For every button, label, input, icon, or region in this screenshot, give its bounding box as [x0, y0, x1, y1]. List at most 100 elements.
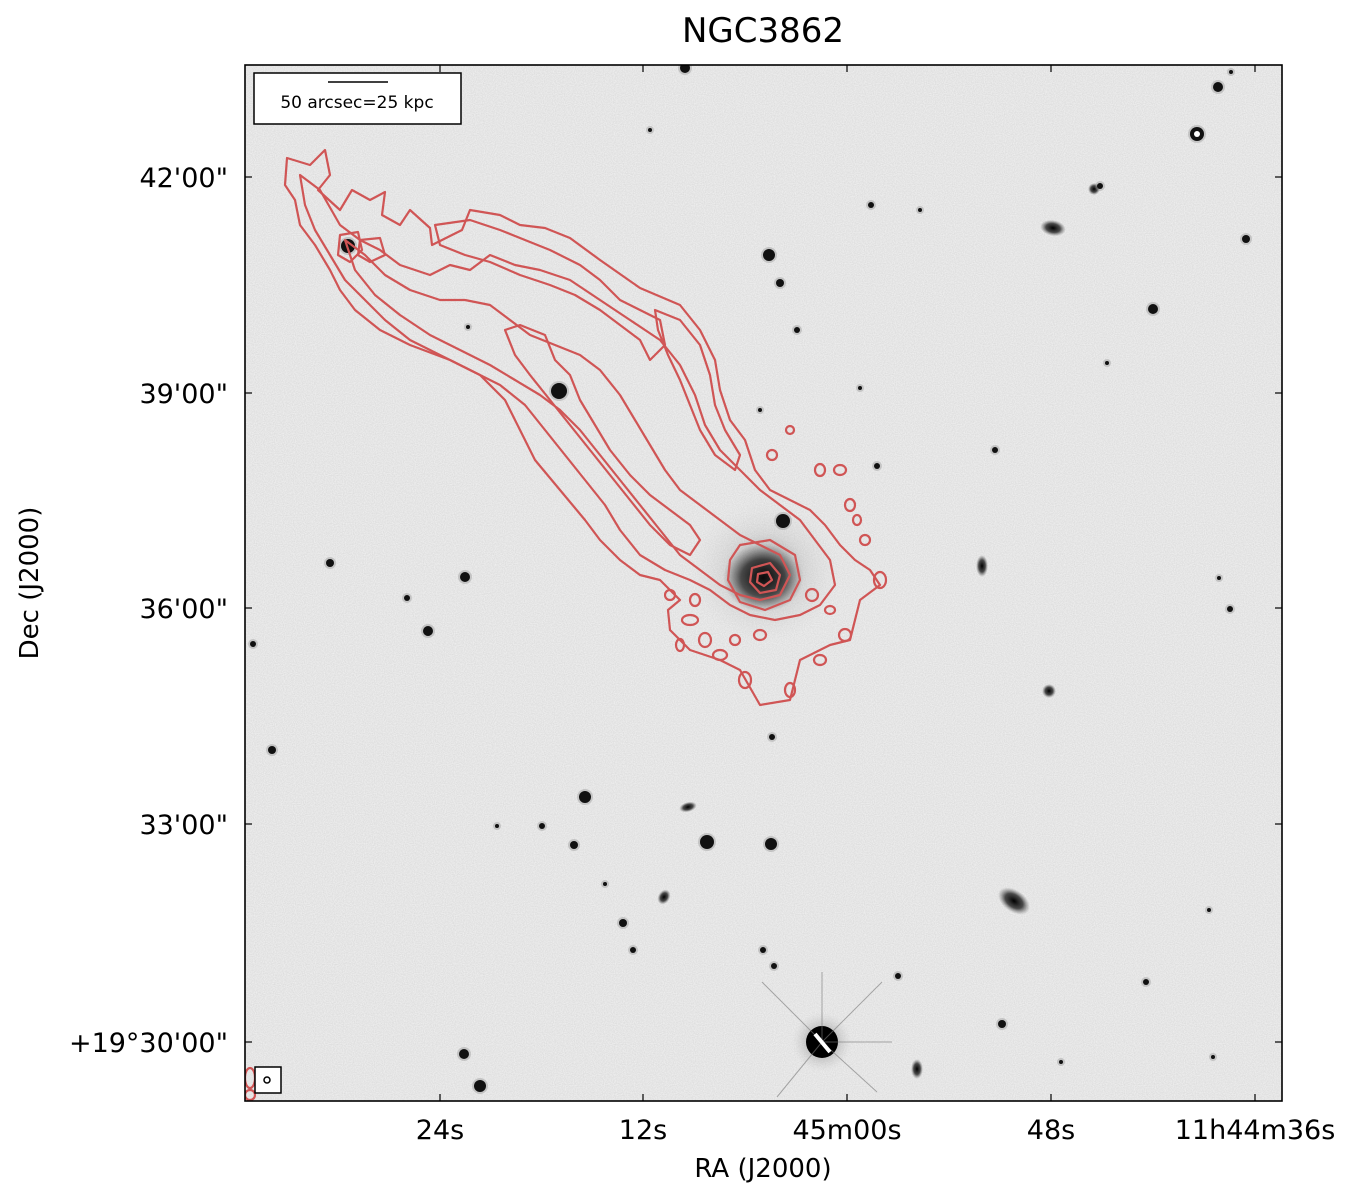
star	[874, 463, 880, 469]
radio-contour-noise	[832, 463, 848, 477]
y-tick-label: 36'00"	[139, 594, 228, 625]
radio-contour	[356, 236, 387, 264]
star	[769, 734, 775, 740]
star	[794, 327, 800, 333]
star	[1242, 235, 1250, 243]
radio-contour-noise	[784, 424, 796, 436]
star	[603, 882, 607, 886]
star	[998, 1020, 1006, 1028]
star	[1207, 908, 1211, 912]
star	[858, 386, 862, 390]
star	[423, 626, 433, 636]
star	[495, 824, 499, 828]
star	[895, 973, 901, 979]
radio-contour-noise	[823, 604, 837, 616]
star	[868, 202, 874, 208]
radio-contour-noise	[711, 648, 729, 662]
star	[1227, 606, 1233, 612]
radio-contour-noise	[752, 628, 768, 642]
star	[459, 1049, 469, 1059]
radio-contour	[748, 561, 782, 595]
y-tick-label: 42'00"	[139, 163, 228, 194]
star	[758, 408, 762, 412]
radio-contour-noise	[858, 533, 872, 547]
galaxy	[1040, 219, 1066, 237]
star	[992, 447, 998, 453]
star	[1213, 82, 1223, 92]
star	[1059, 1060, 1063, 1064]
y-axis: 42'00" 39'00" 36'00" 33'00" +19°30'00"	[69, 163, 1282, 1059]
radio-contour	[653, 308, 742, 472]
chart-title: NGC3862	[682, 11, 844, 51]
diffraction-spike	[776, 1041, 823, 1098]
star	[466, 325, 470, 329]
radio-contour-noise	[680, 613, 700, 627]
radio-contour-noise	[812, 653, 828, 667]
radio-contour-noise	[728, 633, 742, 647]
star	[268, 746, 276, 754]
radio-contour	[433, 218, 667, 362]
star	[1229, 70, 1233, 74]
x-tick-label: 48s	[1027, 1115, 1075, 1146]
radio-contour	[726, 538, 802, 612]
star	[700, 835, 714, 849]
star	[630, 947, 636, 953]
star	[648, 128, 652, 132]
star	[539, 823, 545, 829]
radio-contour	[283, 148, 882, 707]
radio-contour-noise	[851, 513, 863, 527]
radio-contour-noise	[804, 587, 820, 603]
star	[776, 279, 784, 287]
star	[1097, 183, 1103, 189]
y-tick-label: 33'00"	[139, 810, 228, 841]
galaxy	[911, 1059, 923, 1079]
radio-contour-noise	[783, 681, 797, 699]
sky-image	[245, 65, 1282, 1101]
star	[771, 963, 777, 969]
y-tick-label: +19°30'00"	[69, 1028, 228, 1059]
radio-contour	[336, 230, 364, 264]
radio-contour-noise	[663, 588, 677, 602]
star	[763, 249, 775, 261]
saturation-mark	[813, 1032, 832, 1054]
plot-frame	[244, 64, 1283, 1102]
star	[474, 1080, 486, 1092]
star	[1217, 576, 1221, 580]
radio-contour	[343, 238, 792, 602]
y-tick-label: 39'00"	[139, 379, 228, 410]
diffraction-spike	[821, 981, 883, 1043]
radio-contour-noise	[737, 670, 753, 690]
star	[1148, 304, 1158, 314]
star	[776, 514, 790, 528]
radio-contour-noise	[245, 1088, 257, 1101]
radio-contour-noise	[765, 448, 779, 462]
star	[619, 919, 627, 927]
star	[1143, 979, 1149, 985]
star	[460, 572, 470, 582]
star	[765, 838, 777, 850]
galaxy	[657, 889, 671, 905]
radio-contour-noise	[697, 631, 713, 649]
x-axis: 24s 12s 45m00s 48s 11h44m36s	[416, 65, 1336, 1146]
star-core	[1194, 131, 1200, 137]
galaxy	[997, 887, 1031, 915]
star	[551, 383, 567, 399]
star	[250, 641, 256, 647]
galaxy	[679, 801, 697, 813]
contour-layer	[245, 148, 888, 1101]
radio-contour-noise	[843, 497, 857, 513]
x-tick-label: 12s	[619, 1115, 667, 1146]
star	[326, 559, 334, 567]
x-tick-label: 11h44m36s	[1175, 1115, 1336, 1146]
radio-contour-noise	[872, 570, 888, 590]
scale-bar-label: 50 arcsec=25 kpc	[280, 93, 433, 113]
radio-contour-noise	[674, 637, 686, 653]
diffraction-spike	[761, 981, 823, 1043]
star	[760, 947, 766, 953]
radio-contour-noise	[688, 592, 702, 608]
star	[1105, 361, 1109, 365]
galaxy	[976, 555, 988, 577]
y-axis-label: Dec (J2000)	[15, 507, 45, 660]
star	[1211, 1055, 1215, 1059]
